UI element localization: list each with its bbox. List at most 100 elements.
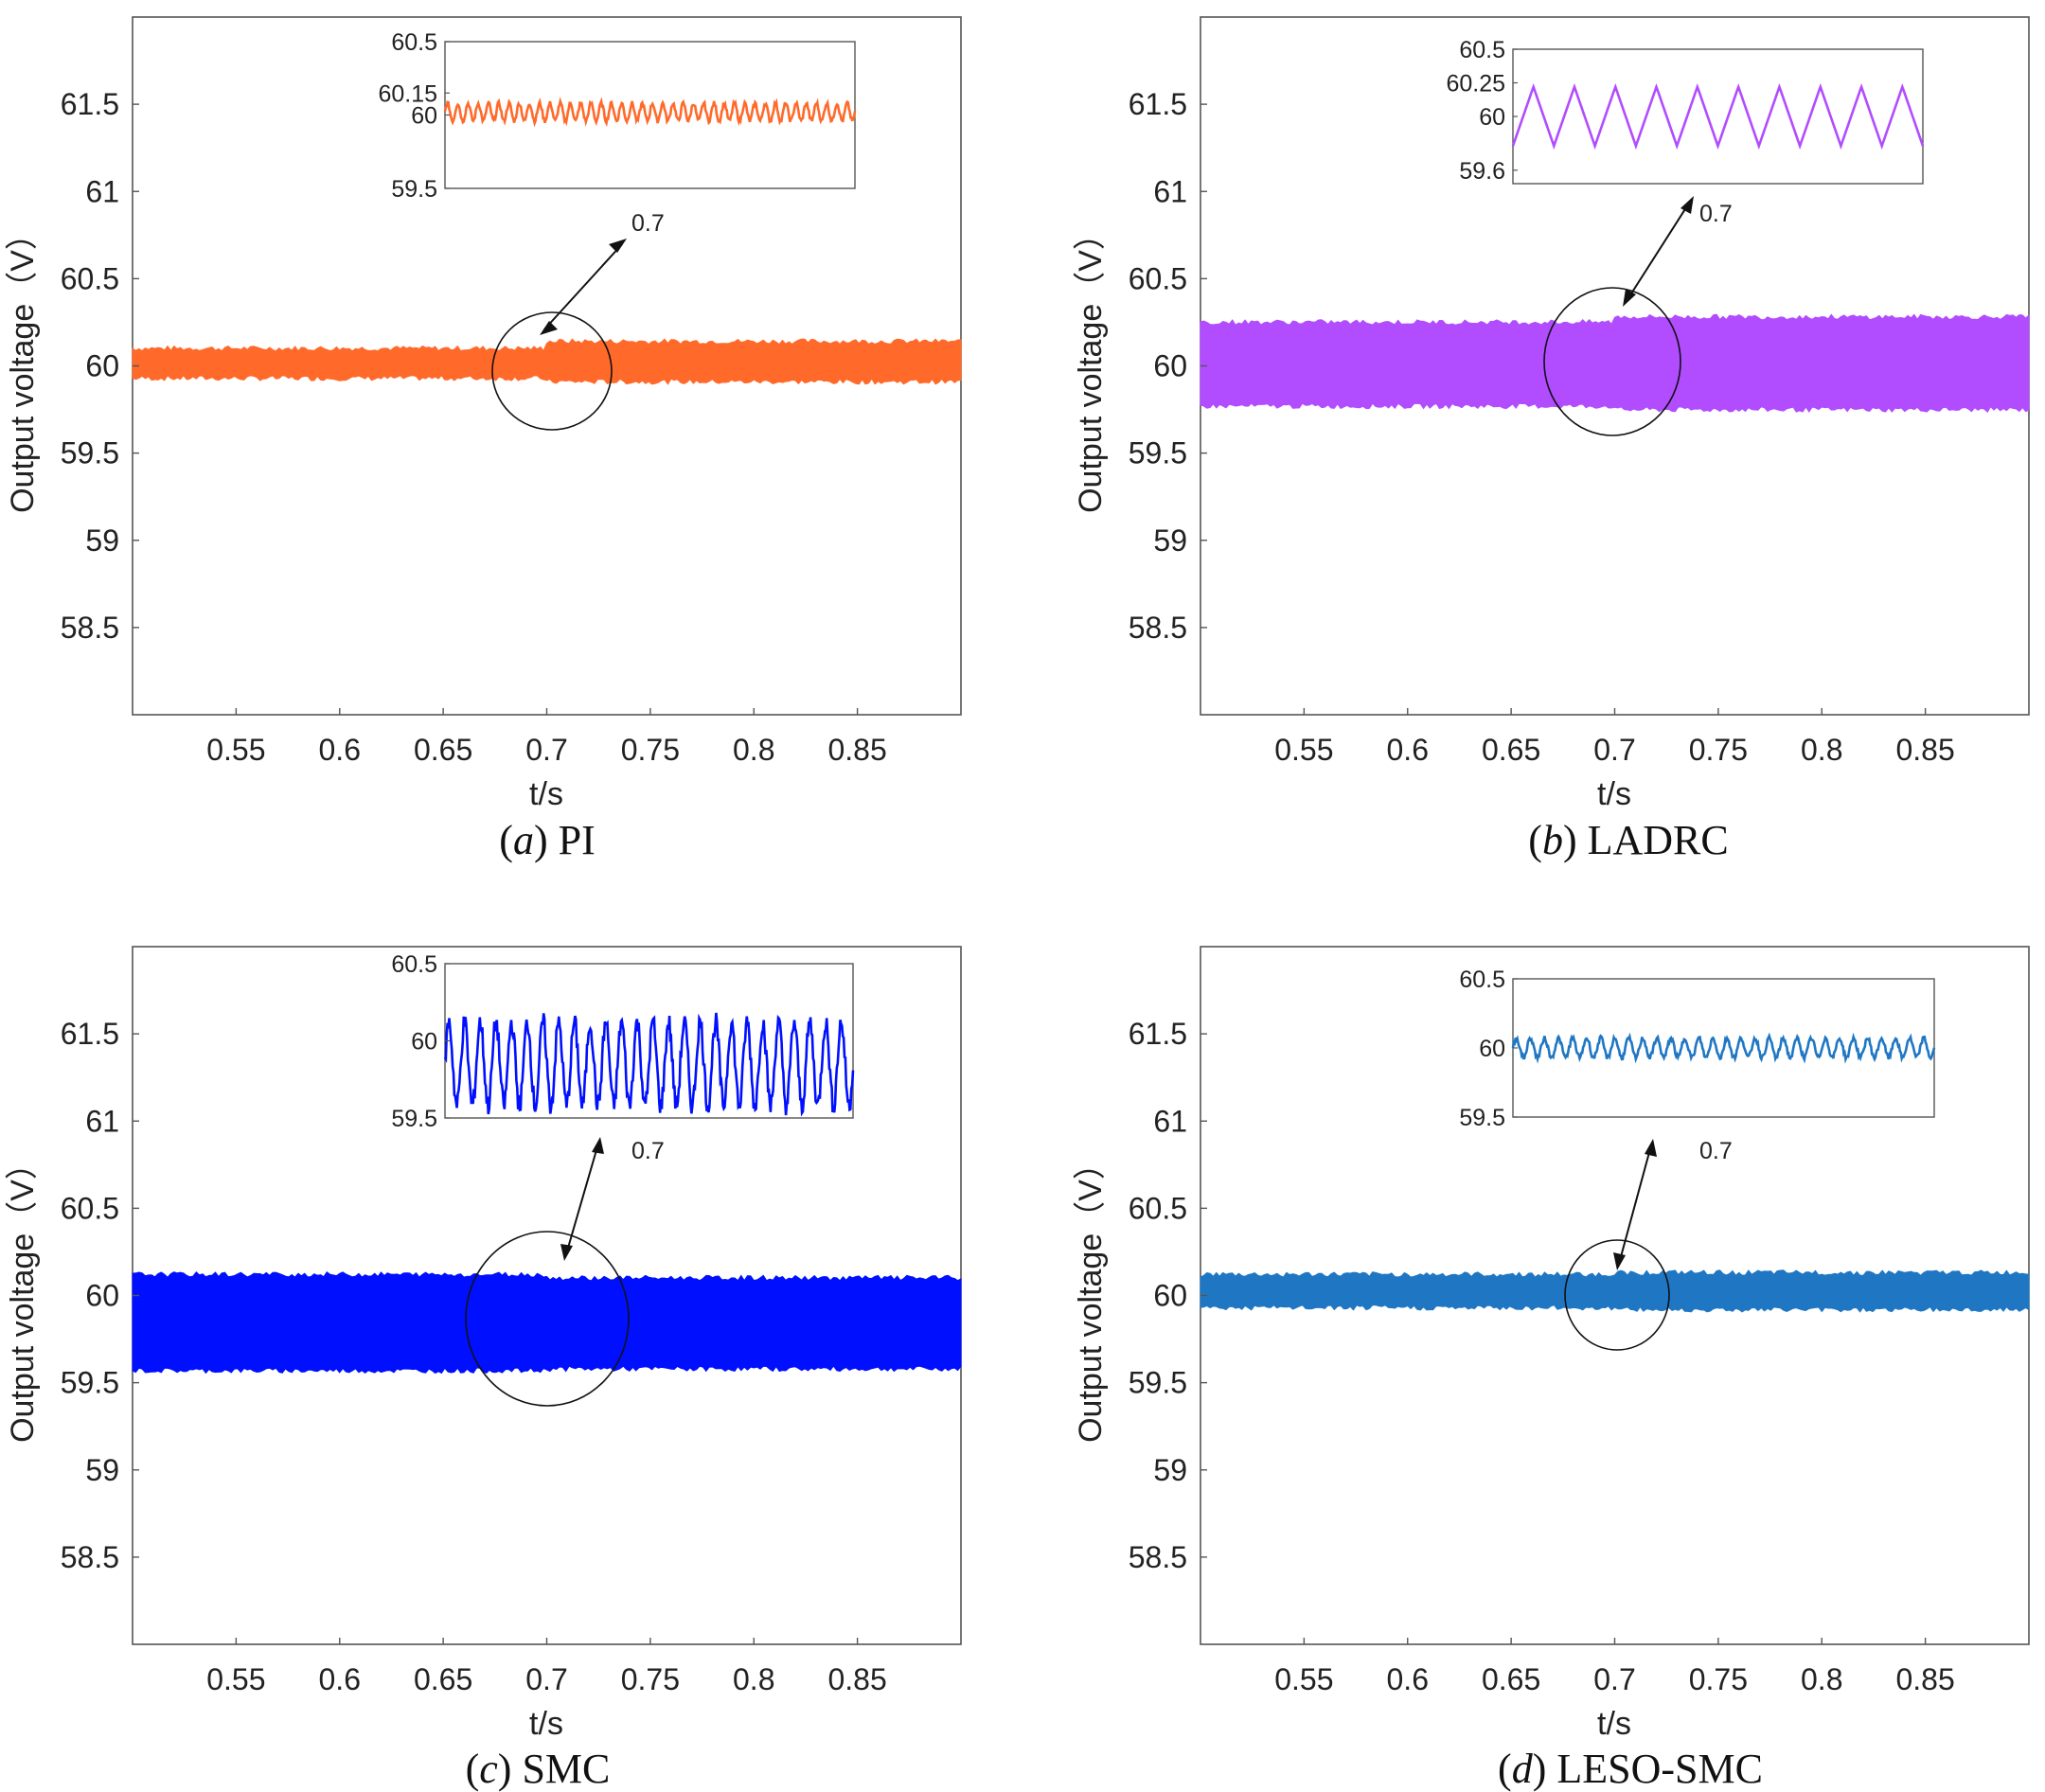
inset-y-tick-label: 60.5 [1459,967,1505,993]
x-tick-label: 0.6 [319,733,361,767]
inset-y-tick-label: 59.5 [391,176,437,203]
series-fill-SMC [132,1270,962,1375]
highlight-circle [1564,1239,1670,1351]
inset-y-tick-label: 59.5 [391,1106,437,1132]
zoom-arrow [540,239,627,335]
x-tick-label: 0.65 [414,733,472,767]
x-tick-label: 0.65 [1482,1662,1540,1696]
x-tick-label: 0.65 [1482,733,1540,767]
y-tick-label: 60 [1153,349,1187,383]
x-tick-label: 0.55 [1274,1662,1333,1696]
y-tick-label: 61.5 [61,87,119,121]
inset-y-tick-label: 60 [411,1029,437,1056]
x-tick-label: 0.6 [1387,733,1429,767]
series-band [132,338,962,385]
inset-y-tick-label: 59.6 [1459,158,1505,185]
y-tick-label: 61 [1153,174,1187,208]
inset-series-line [443,1012,855,1117]
y-tick-label: 59 [1153,1453,1187,1487]
x-tick-label: 0.55 [1274,733,1333,767]
y-tick-label: 60 [1153,1279,1187,1313]
y-tick-label: 59 [1153,523,1187,558]
y-tick-label: 58.5 [61,611,119,645]
x-axis-label: t/s [1597,776,1631,812]
series-fill-PI [132,338,962,385]
zoom-annotation: 0.7 [1699,201,1733,227]
series-fill-LADRC [1200,313,2030,414]
inset-y-tick-label: 60.5 [391,951,437,978]
y-tick-label: 61.5 [1129,1017,1187,1051]
highlight-circle [465,1231,630,1407]
y-tick-label: 58.5 [1129,1540,1187,1574]
x-tick-label: 0.85 [827,1662,886,1696]
y-axis-label: Output voltage（V） [1073,218,1109,513]
y-tick-label: 60 [85,349,119,383]
y-tick-label: 59.5 [61,436,119,470]
x-tick-label: 0.55 [206,733,265,767]
zoom-annotation: 0.7 [631,1138,665,1164]
x-tick-label: 0.75 [621,1662,680,1696]
x-tick-label: 0.8 [733,733,774,767]
caption-letter: c [479,1746,498,1792]
inset-series-line [1511,83,1925,151]
x-tick-label: 0.65 [414,1662,472,1696]
x-tick-label: 0.6 [319,1662,361,1696]
caption-b: (b) LADRC [1528,817,1728,863]
y-tick-label: 60.5 [1129,1191,1187,1225]
y-tick-label: 59.5 [1129,1366,1187,1400]
zoom-annotation: 0.7 [631,210,665,237]
x-tick-label: 0.7 [525,733,567,767]
caption-name: LADRC [1588,817,1729,863]
x-tick-label: 0.75 [1689,1662,1748,1696]
caption-letter: b [1542,817,1563,863]
y-tick-label: 60.5 [61,1191,119,1225]
x-axis-label: t/s [529,776,563,812]
inset-y-tick-label: 60.15 [378,80,437,107]
caption-name: LESO-SMC [1556,1746,1763,1792]
x-tick-label: 0.75 [1689,733,1748,767]
x-tick-label: 0.8 [1801,1662,1842,1696]
y-tick-label: 59.5 [61,1366,119,1400]
y-tick-label: 59 [85,1453,119,1487]
y-tick-label: 60.5 [1129,261,1187,295]
x-tick-label: 0.7 [1593,733,1635,767]
inset-y-tick-label: 60.5 [1459,37,1505,63]
caption-name: SMC [522,1746,610,1792]
x-tick-label: 0.55 [206,1662,265,1696]
caption-a: (a) PI [499,817,595,863]
series-band [1200,1269,2030,1313]
y-tick-label: 61 [1153,1104,1187,1138]
panel-b-ladrc: 58.5 59 59.5 60 60.5 61 61.5 0.55 0.6 0.65 0.7 0.7… [1073,16,2030,812]
x-axis-label: t/s [1597,1706,1631,1742]
zoom-arrow [1613,1139,1657,1270]
zoom-arrow [1623,196,1694,307]
x-axis-label: t/s [529,1706,563,1742]
x-tick-label: 0.7 [525,1662,567,1696]
y-tick-label: 58.5 [1129,611,1187,645]
y-tick-label: 61.5 [61,1017,119,1051]
x-tick-label: 0.6 [1387,1662,1429,1696]
y-tick-label: 59 [85,523,119,558]
zoom-arrow [560,1137,604,1261]
caption-name: PI [559,817,596,863]
x-tick-label: 0.85 [1895,1662,1954,1696]
y-tick-label: 61.5 [1129,87,1187,121]
inset-y-tick-label: 59.5 [1459,1105,1505,1131]
highlight-circle [1543,287,1681,436]
caption-letter: a [513,817,534,863]
y-tick-label: 60 [85,1279,119,1313]
zoom-annotation: 0.7 [1699,1138,1733,1164]
inset-y-tick-label: 60 [1479,104,1505,131]
y-tick-label: 58.5 [61,1540,119,1574]
y-tick-label: 60.5 [61,261,119,295]
inset-y-tick-label: 60 [411,103,437,130]
inset-y-tick-label: 60.25 [1446,71,1505,98]
inset-plot: 59.5 60 60.5 [1459,967,1936,1131]
y-tick-label: 59.5 [1129,436,1187,470]
y-axis-label: Output voltage（V） [5,1147,41,1443]
x-tick-label: 0.85 [1895,733,1954,767]
series-fill-LESO-SMC [1200,1269,2030,1313]
x-tick-label: 0.8 [733,1662,774,1696]
